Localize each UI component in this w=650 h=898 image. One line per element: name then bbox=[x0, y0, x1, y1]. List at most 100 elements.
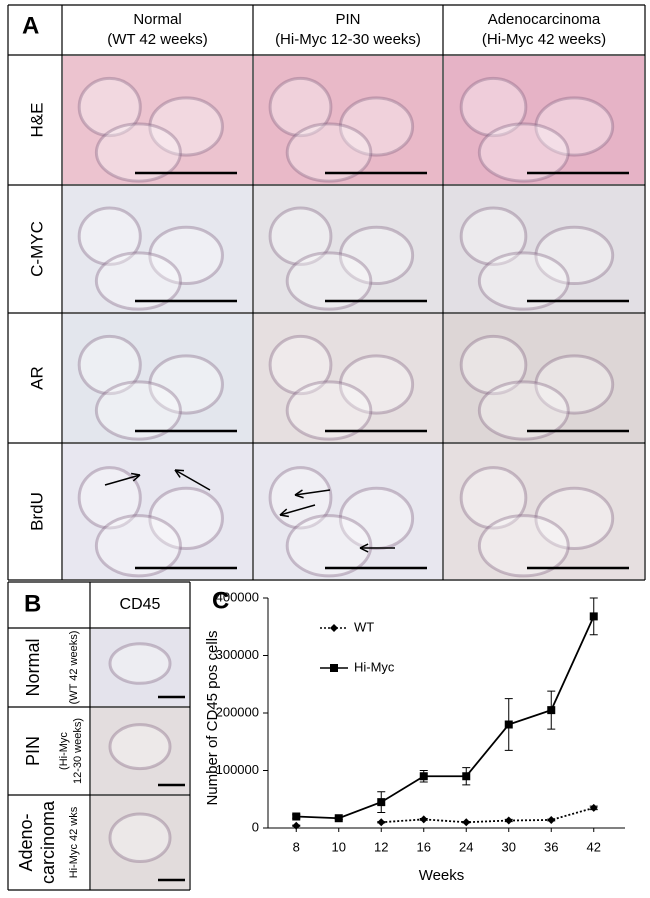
marker bbox=[419, 815, 428, 824]
gland bbox=[148, 354, 224, 415]
legend-label: Hi-Myc bbox=[354, 659, 395, 674]
column-header: PIN bbox=[335, 11, 360, 28]
micrograph bbox=[91, 629, 189, 706]
row-detail: (Hi-Myc bbox=[58, 732, 70, 770]
micrograph bbox=[444, 186, 644, 312]
micrograph bbox=[254, 56, 442, 184]
gland bbox=[285, 380, 373, 441]
marker bbox=[462, 818, 471, 827]
row-label: Adeno- bbox=[16, 813, 36, 871]
marker bbox=[462, 772, 471, 781]
x-tick-label: 8 bbox=[293, 839, 300, 854]
x-tick-label: 36 bbox=[544, 839, 558, 854]
x-tick-label: 30 bbox=[502, 839, 516, 854]
gland bbox=[77, 206, 142, 266]
gland bbox=[534, 354, 615, 415]
micrograph bbox=[254, 186, 442, 312]
x-tick-label: 12 bbox=[374, 839, 388, 854]
gland bbox=[534, 96, 615, 157]
column-header: (Hi-Myc 42 weeks) bbox=[482, 31, 606, 48]
marker bbox=[330, 624, 338, 632]
arrow bbox=[279, 504, 316, 516]
gland bbox=[77, 76, 142, 138]
panel-label: C bbox=[212, 587, 229, 614]
gland bbox=[108, 723, 172, 771]
row-label: BrdU bbox=[27, 492, 46, 531]
arrow-head bbox=[174, 469, 185, 478]
gland bbox=[77, 334, 142, 396]
marker bbox=[589, 803, 598, 812]
x-axis-label: Weeks bbox=[419, 867, 465, 884]
y-tick-label: 0 bbox=[252, 819, 259, 834]
row-label: carcinoma bbox=[38, 800, 58, 884]
arrow-head bbox=[294, 489, 304, 499]
column-header: (WT 42 weeks) bbox=[107, 31, 208, 48]
arrow bbox=[104, 474, 141, 486]
gland bbox=[268, 76, 333, 138]
gland bbox=[459, 76, 528, 138]
gland bbox=[477, 514, 570, 578]
gland bbox=[338, 354, 415, 415]
marker bbox=[419, 772, 428, 781]
column-header: Normal bbox=[133, 11, 181, 28]
gland bbox=[477, 380, 570, 441]
y-axis-label: Number of CD45 pos cells bbox=[204, 630, 221, 805]
y-tick-label: 300000 bbox=[216, 647, 259, 662]
marker bbox=[334, 814, 343, 823]
gland bbox=[268, 334, 333, 396]
column-header: Adenocarcinoma bbox=[488, 11, 601, 28]
row-label: AR bbox=[27, 366, 46, 390]
arrow bbox=[174, 469, 211, 491]
gland bbox=[477, 122, 570, 183]
micrograph bbox=[444, 444, 644, 579]
row-label: C-MYC bbox=[27, 221, 46, 277]
row-detail: (WT 42 weeks) bbox=[68, 631, 80, 705]
series-line bbox=[381, 807, 594, 824]
column-header: CD45 bbox=[120, 596, 161, 613]
x-tick-label: 42 bbox=[587, 839, 601, 854]
x-tick-label: 24 bbox=[459, 839, 473, 854]
marker bbox=[589, 612, 598, 621]
marker bbox=[547, 706, 556, 715]
micrograph bbox=[254, 444, 442, 579]
gland bbox=[285, 251, 373, 311]
marker bbox=[292, 812, 301, 821]
gland bbox=[77, 466, 142, 530]
x-tick-label: 16 bbox=[417, 839, 431, 854]
gland bbox=[459, 334, 528, 396]
row-label: PIN bbox=[23, 736, 43, 766]
panel-label: A bbox=[22, 12, 39, 39]
micrograph bbox=[63, 314, 252, 442]
gland bbox=[94, 251, 182, 311]
micrograph bbox=[63, 56, 252, 184]
micrograph bbox=[91, 796, 189, 889]
series-line bbox=[296, 616, 595, 820]
arrow-head bbox=[279, 508, 289, 518]
micrograph bbox=[254, 314, 442, 442]
gland bbox=[148, 96, 224, 157]
gland bbox=[338, 225, 415, 286]
marker bbox=[377, 798, 386, 807]
gland bbox=[148, 225, 224, 286]
gland bbox=[108, 642, 172, 685]
gland bbox=[477, 251, 570, 311]
gland bbox=[268, 206, 333, 266]
micrograph bbox=[63, 444, 252, 579]
marker bbox=[292, 821, 301, 830]
micrograph bbox=[444, 56, 644, 184]
gland bbox=[459, 206, 528, 266]
gland bbox=[148, 486, 224, 550]
micrograph bbox=[91, 708, 189, 794]
gland bbox=[94, 122, 182, 183]
micrograph bbox=[63, 186, 252, 312]
gland bbox=[534, 225, 615, 286]
row-detail: 12-30 weeks) bbox=[72, 718, 84, 784]
gland bbox=[534, 486, 615, 550]
gland bbox=[285, 514, 373, 578]
gland bbox=[338, 96, 415, 157]
gland bbox=[108, 812, 172, 863]
x-tick-label: 10 bbox=[332, 839, 346, 854]
marker bbox=[330, 664, 338, 672]
gland bbox=[459, 466, 528, 530]
y-tick-label: 100000 bbox=[216, 762, 259, 777]
